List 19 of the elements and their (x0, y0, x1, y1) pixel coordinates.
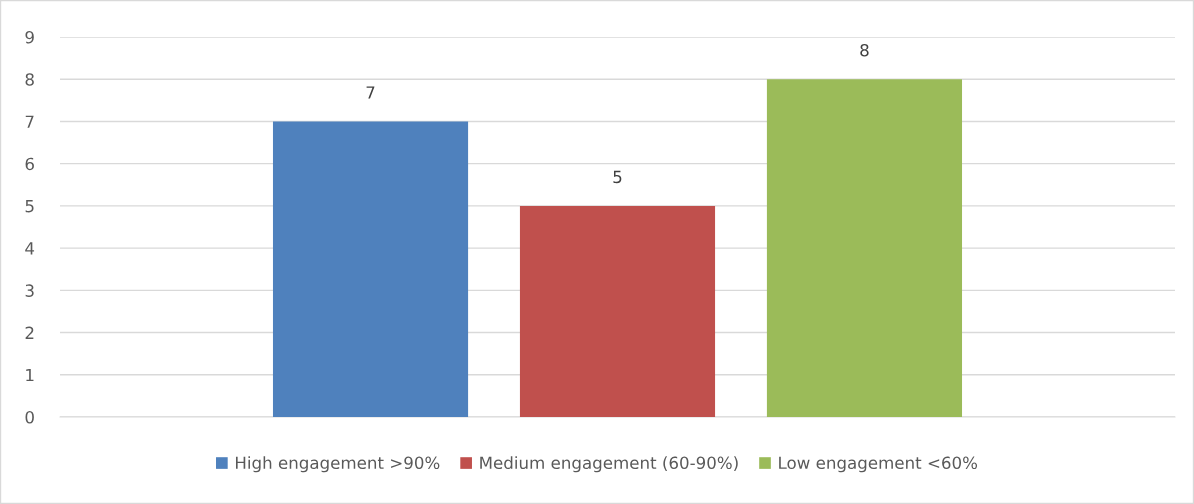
y-tick-label: 4 (25, 242, 35, 255)
y-tick-label: 5 (25, 200, 34, 213)
y-tick-label: 6 (25, 157, 34, 171)
data-label: 5 (613, 170, 622, 184)
data-label: 8 (860, 43, 869, 57)
y-tick-label: 0 (25, 410, 34, 424)
y-tick-label: 3 (25, 284, 34, 297)
data-label: 7 (366, 86, 375, 99)
y-tick-label: 7 (25, 115, 34, 128)
y-tick-label: 1 (26, 368, 34, 382)
bar (766, 79, 963, 417)
legend-label: Medium engagement (60-90%) (480, 456, 738, 473)
y-tick-label: 2 (25, 326, 34, 339)
legend-label: Low engagement <60% (779, 456, 978, 473)
y-tick-label: 9 (25, 30, 34, 44)
legend-label: High engagement >90% (235, 456, 440, 473)
bar (272, 121, 469, 417)
bar (519, 205, 716, 417)
y-tick-label: 8 (25, 73, 34, 86)
